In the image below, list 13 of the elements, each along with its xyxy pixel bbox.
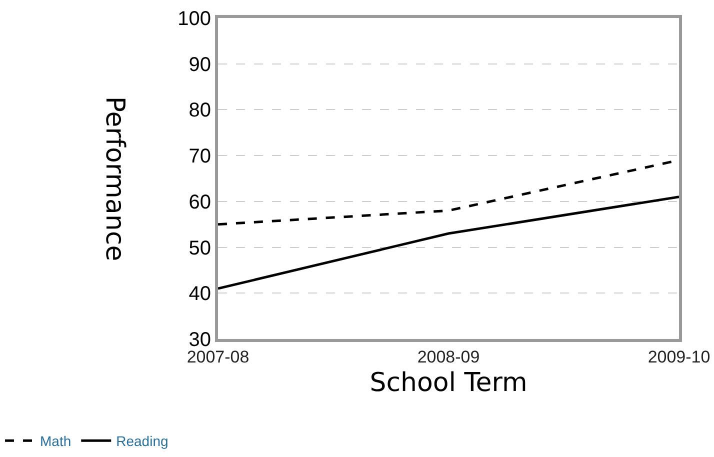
y-axis-title: Performance xyxy=(100,96,130,262)
y-tick-label: 50 xyxy=(188,237,211,260)
y-tick-label: 100 xyxy=(178,8,211,30)
y-tick-label: 90 xyxy=(188,54,211,76)
legend-label: Math xyxy=(40,433,72,450)
y-tick-label: 40 xyxy=(188,283,211,306)
y-tick-label: 70 xyxy=(188,146,211,168)
legend-label: Reading xyxy=(116,433,168,450)
y-tick-label: 60 xyxy=(188,191,211,214)
x-axis-title: School Term xyxy=(370,368,528,398)
x-tick-label: 2009-10 xyxy=(648,347,710,366)
x-tick-label: 2008-09 xyxy=(417,347,480,366)
y-tick-label: 80 xyxy=(188,100,211,122)
